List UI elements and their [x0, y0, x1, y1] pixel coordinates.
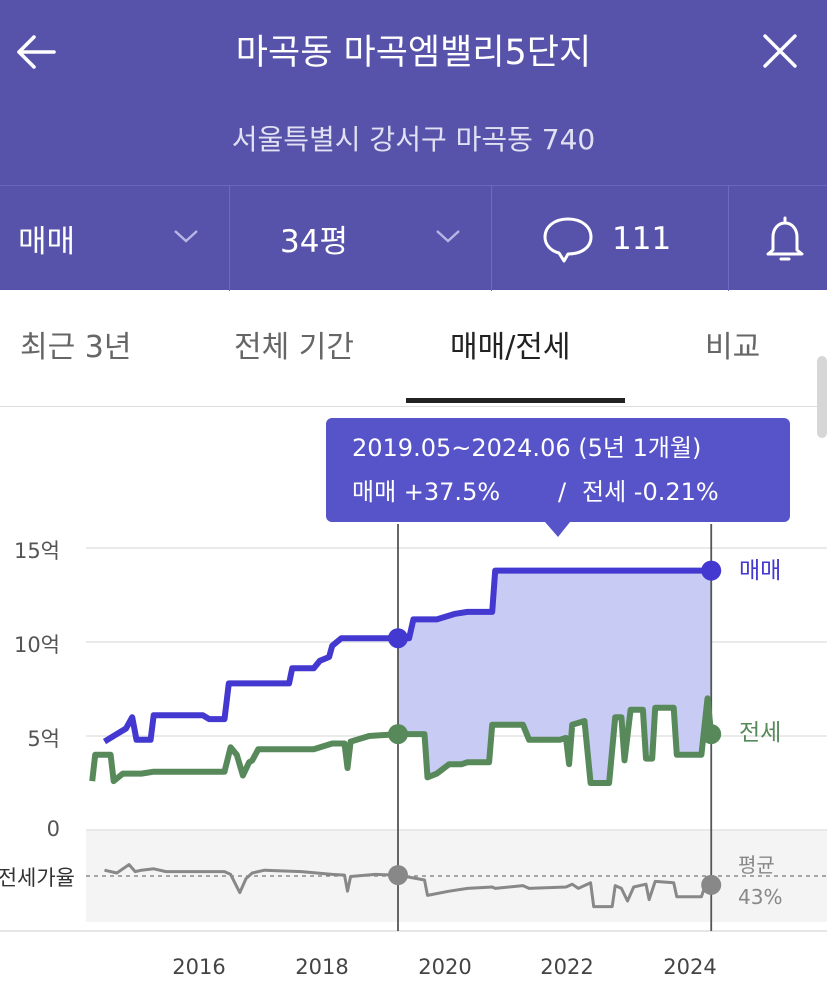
tab-compare[interactable]: 비교 [705, 330, 761, 365]
sale-range-end-point [701, 560, 722, 581]
series-label-jeonse: 전세 [739, 720, 781, 746]
comments-button[interactable]: 111 [542, 186, 722, 291]
active-tab-indicator [406, 398, 625, 403]
tooltip-box [326, 418, 790, 522]
ratio-range-end-point [701, 874, 722, 895]
close-icon[interactable] [761, 32, 799, 70]
divider [229, 186, 230, 291]
divider [491, 186, 492, 291]
back-arrow-icon[interactable] [14, 30, 58, 74]
tab-all-period[interactable]: 전체 기간 [234, 330, 354, 365]
series-label-sale: 매매 [739, 558, 781, 584]
series-line-jeonse-ratio [104, 863, 713, 909]
x-tick-label: 2024 [663, 955, 716, 979]
x-tick-label: 2016 [172, 955, 225, 979]
series-line-jeonse [89, 695, 715, 786]
price-chart[interactable]: 15억 10억 5억 0 전세가율 2016 2018 2020 2022 20… [0, 406, 827, 999]
y-tick-label: 15억 [14, 539, 60, 563]
divider [728, 186, 729, 291]
size-select[interactable]: 34평 [280, 186, 490, 291]
trade-type-select[interactable]: 매매 [18, 186, 228, 291]
filter-bar: 매매 34평 111 [0, 185, 827, 291]
average-label: 평균 [738, 853, 775, 877]
tab-recent-3-years[interactable]: 최근 3년 [20, 330, 132, 365]
selected-range-area [398, 570, 712, 783]
range-tooltip: 2019.05~2024.06 (5년 1개월) 매매 +37.5% / 전세 … [326, 418, 790, 537]
x-tick-label: 2022 [540, 955, 593, 979]
app-header: 마곡동 마곡엠밸리5단지 서울특별시 강서구 마곡동 740 매매 34평 11… [0, 0, 827, 291]
speech-bubble-icon [543, 217, 593, 262]
comment-count: 111 [612, 220, 672, 257]
tab-sale-jeonse[interactable]: 매매/전세 [450, 330, 571, 365]
ratio-range-start-point [388, 865, 408, 886]
y-tick-label: 10억 [14, 633, 60, 657]
tooltip-separator: / [558, 478, 567, 506]
size-value: 34평 [280, 224, 348, 260]
page-title: 마곡동 마곡엠밸리5단지 [235, 33, 592, 73]
address-text: 서울특별시 강서구 마곡동 740 [231, 123, 596, 156]
trade-type-value: 매매 [18, 224, 76, 260]
y-tick-label: 5억 [27, 727, 60, 751]
period-tabs: 최근 3년 전체 기간 매매/전세 비교 [0, 290, 827, 407]
average-value: 43% [738, 885, 782, 909]
tooltip-period: 2019.05~2024.06 (5년 1개월) [352, 434, 701, 462]
x-tick-label: 2018 [295, 955, 348, 979]
bell-icon [766, 216, 804, 260]
tooltip-sale-change: 매매 +37.5% [352, 478, 500, 506]
sale-range-start-point [388, 628, 408, 649]
tooltip-pointer [545, 522, 570, 537]
tooltip-jeonse-change: 전세 -0.21% [582, 478, 719, 506]
chevron-down-icon [436, 230, 460, 243]
ratio-axis-label: 전세가율 [0, 866, 75, 890]
notification-button[interactable] [760, 186, 810, 291]
chevron-down-icon [174, 230, 198, 243]
jeonse-range-end-point [701, 724, 722, 745]
jeonse-range-start-point [388, 724, 408, 745]
scrollbar[interactable] [817, 356, 827, 438]
series-line-sale [102, 567, 712, 745]
y-tick-label: 0 [47, 817, 60, 841]
x-tick-label: 2020 [418, 955, 471, 979]
